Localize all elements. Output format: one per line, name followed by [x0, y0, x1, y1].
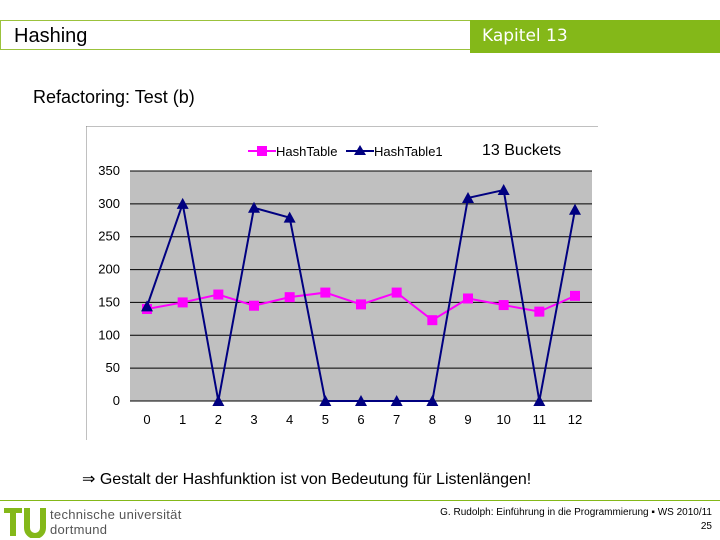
x-tick-label-6: 6 — [357, 412, 364, 427]
point-hashtable1-7 — [390, 395, 403, 406]
slide-title: Refactoring: Test (b) — [33, 87, 195, 107]
point-hashtable-1 — [177, 297, 188, 308]
x-tick-label-4: 4 — [286, 412, 293, 427]
point-hashtable-9 — [463, 293, 473, 304]
x-tick-label-7: 7 — [393, 412, 400, 427]
chart-title: 13 Buckets — [482, 142, 561, 159]
university-line-1: technische universität — [50, 507, 182, 522]
footer-divider — [0, 500, 720, 501]
point-hashtable1-12 — [569, 203, 581, 215]
point-hashtable1-1 — [176, 197, 189, 209]
point-hashtable-3 — [249, 300, 259, 311]
y-tick-label-250: 250 — [98, 229, 120, 244]
plot-area — [130, 171, 592, 401]
x-tick-label-11: 11 — [533, 412, 547, 427]
tu-logo-icon — [4, 508, 46, 538]
point-hashtable1-0 — [141, 300, 153, 312]
x-tick-label-8: 8 — [429, 412, 436, 427]
point-hashtable1-9 — [462, 191, 474, 203]
x-tick-label-12: 12 — [568, 412, 582, 427]
x-tick-label-0: 0 — [143, 412, 150, 427]
y-tick-label-150: 150 — [98, 294, 120, 309]
point-hashtable-5 — [320, 287, 331, 298]
y-tick-label-0: 0 — [113, 393, 120, 408]
point-hashtable-8 — [427, 315, 438, 326]
university-name: technische universität dortmund — [50, 507, 182, 537]
point-hashtable1-4 — [283, 211, 296, 223]
legend-marker-hashtable — [257, 146, 267, 156]
university-line-2: dortmund — [50, 522, 108, 537]
point-hashtable-7 — [391, 287, 402, 298]
x-tick-label-2: 2 — [215, 412, 222, 427]
point-hashtable-10 — [498, 300, 509, 311]
point-hashtable1-8 — [426, 395, 439, 406]
y-tick-label-100: 100 — [98, 327, 120, 342]
point-hashtable-12 — [570, 290, 580, 301]
header-bar — [0, 20, 470, 50]
x-tick-label-5: 5 — [322, 412, 329, 427]
point-hashtable-11 — [534, 306, 545, 317]
point-hashtable-4 — [284, 292, 295, 303]
y-tick-label-300: 300 — [98, 196, 120, 211]
legend-label-hashtable1: HashTable1 — [374, 144, 443, 159]
point-hashtable1-2 — [212, 395, 225, 406]
x-tick-label-1: 1 — [179, 412, 186, 427]
legend-marker-hashtable1 — [354, 145, 366, 155]
credit-text: G. Rudolph: Einführung in die Programmie… — [440, 507, 712, 518]
chapter-badge: Kapitel 13 — [470, 20, 720, 53]
y-tick-label-350: 350 — [98, 163, 120, 178]
conclusion-text: ⇒ Gestalt der Hashfunktion ist von Bedeu… — [82, 469, 531, 489]
x-tick-label-10: 10 — [496, 412, 510, 427]
point-hashtable1-10 — [497, 184, 510, 196]
conclusion-body: Gestalt der Hashfunktion ist von Bedeutu… — [99, 471, 532, 488]
page-number: 25 — [700, 521, 712, 532]
point-hashtable1-6 — [355, 395, 367, 406]
point-hashtable-6 — [356, 299, 366, 310]
x-tick-label-3: 3 — [250, 412, 257, 427]
chart: 0 50 100 150 200 250 300 350 0 1 2 3 4 5 6 7 8 9 10 11 12 H… — [85, 125, 598, 440]
header-title: Hashing — [14, 25, 88, 47]
x-tick-label-9: 9 — [464, 412, 471, 427]
point-hashtable-2 — [213, 289, 224, 300]
legend-label-hashtable: HashTable — [276, 144, 337, 159]
point-hashtable1-5 — [319, 395, 332, 406]
footer-credit: G. Rudolph: Einführung in die Programmie… — [440, 506, 712, 534]
point-hashtable1-11 — [533, 395, 546, 406]
y-tick-label-200: 200 — [98, 262, 120, 277]
implies-symbol: ⇒ — [82, 471, 96, 488]
point-hashtable1-3 — [248, 201, 260, 213]
y-tick-label-50: 50 — [106, 360, 120, 375]
